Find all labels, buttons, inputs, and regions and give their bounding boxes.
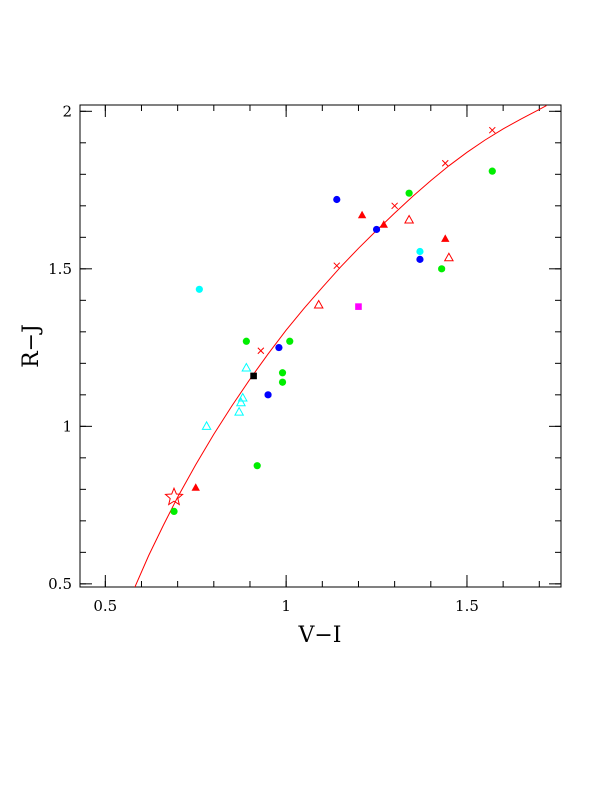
curve-cross-stroke [333, 262, 341, 270]
data-point-circle [372, 225, 381, 234]
data-point-triangle-open [313, 299, 324, 309]
data-point-triangle-open [241, 362, 252, 372]
data-point-triangle-open [237, 392, 248, 402]
x-tick-label: 1 [281, 597, 291, 615]
data-point-triangle-open [404, 214, 415, 224]
x-axis-label: V−I [297, 623, 341, 648]
x-tick-label: 0.5 [93, 597, 117, 615]
data-point-square [250, 372, 257, 380]
y-tick-label: 0.5 [48, 575, 72, 593]
data-point-triangle [191, 483, 200, 491]
x-tick-label: 1.5 [455, 597, 479, 615]
curve-cross-marker [441, 159, 449, 167]
data-point-square [355, 303, 362, 310]
y-tick-label: 1.5 [48, 260, 72, 278]
data-point-triangle-open [443, 252, 454, 262]
curve-cross-marker [391, 202, 398, 210]
data-point-triangle-open [235, 397, 246, 407]
curve-cross-stroke [488, 126, 496, 134]
data-point-circle [416, 247, 424, 256]
data-point-triangle-open [201, 420, 212, 430]
curve-cross-marker [333, 262, 341, 270]
plot-frame [79, 104, 562, 588]
curve-cross-stroke [391, 202, 398, 210]
data-point-triangle [379, 220, 388, 228]
data-point-triangle [357, 210, 367, 219]
curve-cross-marker [488, 126, 496, 134]
model-curve [134, 105, 547, 587]
data-point-circle [405, 189, 413, 197]
data-point-circle [253, 462, 261, 470]
data-point-circle [416, 255, 424, 263]
data-point-circle [333, 195, 341, 204]
curve-cross-stroke [441, 159, 449, 167]
curve-cross-marker [257, 347, 265, 355]
y-axis-label: R−J [19, 324, 44, 368]
data-point-circle [278, 378, 287, 386]
highlight-star-marker [164, 486, 184, 506]
data-point-circle [275, 343, 283, 352]
data-point-circle [170, 507, 178, 515]
data-point-circle [488, 167, 496, 175]
y-tick-label: 1 [62, 417, 72, 435]
curve-cross-stroke [257, 347, 265, 355]
data-point-circle [278, 369, 287, 377]
data-point-circle [286, 337, 294, 345]
data-point-triangle [441, 234, 450, 242]
data-point-triangle-open [234, 406, 245, 416]
data-point-circle [438, 265, 446, 273]
y-tick-label: 2 [62, 102, 72, 120]
data-point-circle [242, 337, 250, 345]
data-point-circle [195, 285, 203, 293]
data-point-circle [264, 391, 272, 399]
